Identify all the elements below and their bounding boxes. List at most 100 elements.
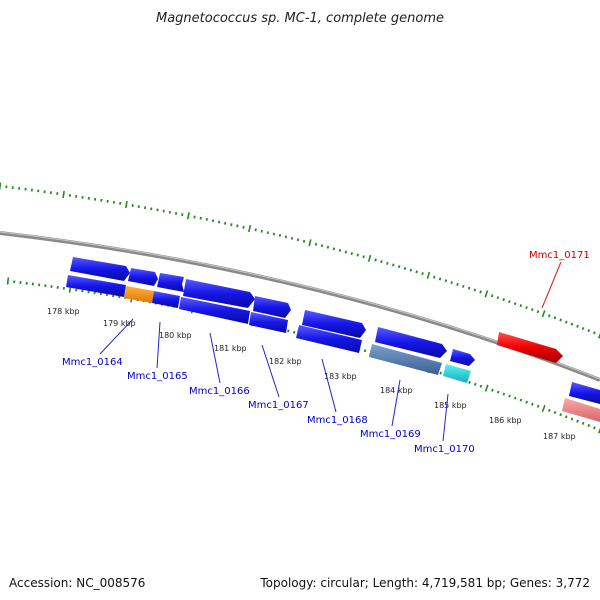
major-tick: [6, 277, 10, 285]
minor-tick: [496, 296, 500, 300]
leader-lines: [99, 261, 562, 442]
minor-tick: [278, 233, 282, 237]
gene-label-mmc1-0164[interactable]: Mmc1_0164: [62, 357, 123, 368]
gene-label-mmc1-0169[interactable]: Mmc1_0169: [360, 429, 421, 440]
minor-tick: [479, 384, 483, 388]
gene-block[interactable]: [562, 398, 600, 422]
gene-arrow[interactable]: [128, 268, 158, 286]
gene-arrow[interactable]: [302, 310, 366, 338]
minor-tick: [593, 426, 596, 430]
gene-block[interactable]: [152, 291, 180, 308]
minor-tick: [374, 258, 377, 262]
minor-tick: [174, 211, 178, 215]
minor-tick: [106, 199, 109, 203]
major-tick: [484, 290, 489, 298]
minor-tick: [519, 398, 523, 402]
scale-label: 183 kbp: [324, 372, 357, 381]
major-tick: [426, 271, 431, 279]
minor-tick: [508, 394, 511, 398]
minor-tick: [536, 404, 540, 408]
minor-tick: [403, 266, 407, 270]
minor-tick: [513, 302, 517, 306]
gene-label-mmc1-0168[interactable]: Mmc1_0168: [307, 415, 368, 426]
minor-tick: [326, 245, 330, 249]
minor-tick: [260, 229, 263, 233]
gene-arrow-mmc1-0171[interactable]: [497, 332, 563, 363]
gene-label-mmc1-0167[interactable]: Mmc1_0167: [248, 400, 309, 411]
minor-tick: [496, 390, 500, 394]
minor-tick: [530, 308, 534, 312]
minor-tick: [205, 218, 208, 221]
gene-arrow[interactable]: [157, 273, 184, 292]
minor-tick: [548, 408, 551, 413]
minor-tick: [119, 201, 122, 205]
minor-tick: [362, 255, 365, 259]
scale-label: 179 kbp: [103, 319, 136, 328]
gene-block[interactable]: [296, 325, 362, 353]
gene-block[interactable]: [369, 344, 442, 375]
minor-tick: [397, 265, 401, 269]
minor-tick: [570, 322, 574, 326]
minor-tick: [439, 371, 442, 375]
minor-tick: [386, 261, 389, 265]
minor-tick: [559, 413, 562, 417]
gene-arrow[interactable]: [569, 382, 600, 404]
minor-tick: [564, 320, 568, 324]
minor-tick: [433, 275, 436, 279]
major-tick: [62, 190, 65, 199]
minor-tick: [421, 272, 424, 276]
minor-tick: [287, 329, 290, 333]
minor-tick: [525, 306, 528, 310]
minor-tick: [491, 388, 494, 392]
minor-tick: [266, 231, 269, 235]
minor-tick: [444, 279, 448, 283]
gene-label-mmc1-0170[interactable]: Mmc1_0170: [414, 444, 475, 455]
minor-tick: [131, 204, 134, 207]
minor-tick: [587, 329, 591, 333]
minor-tick: [193, 215, 196, 219]
gene-label-mmc1-0166[interactable]: Mmc1_0166: [189, 386, 250, 397]
gene-block[interactable]: [179, 297, 250, 324]
minor-tick: [320, 244, 324, 248]
minor-tick: [587, 423, 591, 428]
gene-arrow[interactable]: [70, 257, 130, 281]
minor-tick: [217, 220, 221, 224]
minor-tick: [392, 263, 395, 267]
minor-tick: [236, 224, 239, 228]
gene-block[interactable]: [443, 364, 471, 383]
gene-block[interactable]: [249, 312, 288, 333]
scale-label: 187 kbp: [543, 432, 576, 441]
scale-label: 181 kbp: [214, 344, 247, 353]
minor-tick: [531, 402, 534, 406]
forward-strand-genes: [70, 257, 600, 404]
gene-arrow[interactable]: [183, 279, 255, 308]
minor-tick: [570, 417, 574, 421]
gene-arrow[interactable]: [253, 296, 291, 318]
major-tick: [248, 224, 252, 233]
gene-block[interactable]: [124, 286, 154, 303]
minor-tick: [513, 396, 517, 400]
gene-arrow[interactable]: [375, 327, 447, 358]
minor-tick: [363, 349, 367, 353]
minor-tick: [199, 216, 202, 220]
scale-labels: 178 kbp 179 kbp 180 kbp 181 kbp 182 kbp …: [47, 307, 576, 441]
minor-tick: [168, 210, 171, 214]
minor-tick: [254, 228, 257, 232]
gene-label-mmc1-0171[interactable]: Mmc1_0171: [529, 250, 590, 261]
gene-block[interactable]: [66, 275, 126, 297]
minor-tick: [547, 314, 551, 318]
major-tick: [186, 212, 190, 220]
minor-tick: [290, 236, 294, 240]
topology-text: Topology: circular; Length: 4,719,581 bp…: [260, 576, 590, 590]
major-tick: [597, 427, 600, 434]
minor-tick: [296, 238, 300, 242]
minor-tick: [272, 232, 276, 236]
minor-tick: [332, 247, 336, 251]
minor-tick: [137, 205, 140, 209]
scale-label: 180 kbp: [159, 331, 192, 340]
minor-tick: [490, 294, 494, 298]
gene-arrow[interactable]: [450, 349, 475, 366]
minor-tick: [473, 382, 477, 386]
gene-label-mmc1-0165[interactable]: Mmc1_0165: [127, 371, 188, 382]
